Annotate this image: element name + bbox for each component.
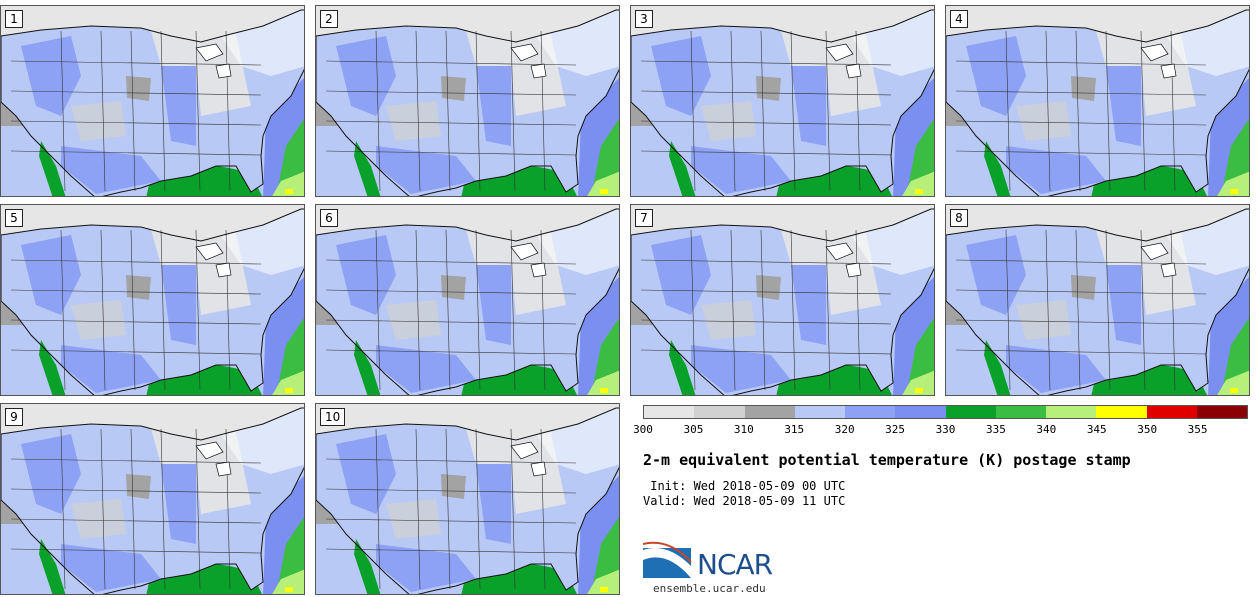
member-panel-1: 1 xyxy=(0,5,305,197)
plot-title: 2-m equivalent potential temperature (K)… xyxy=(643,451,1131,469)
colorbar-tick-label: 315 xyxy=(784,423,805,436)
member-panel-6: 6 xyxy=(315,204,620,396)
member-panel-2: 2 xyxy=(315,5,620,197)
colorbar-tick-label: 325 xyxy=(885,423,906,436)
colorbar-tick-label: 305 xyxy=(683,423,704,436)
member-number-label: 7 xyxy=(635,209,653,227)
member-panel-3: 3 xyxy=(630,5,935,197)
colorbar-segment xyxy=(995,406,1046,418)
colorbar-tick-label: 350 xyxy=(1137,423,1158,436)
colorbar-segment xyxy=(744,406,795,418)
colorbar-tick-label: 320 xyxy=(834,423,855,436)
colorbar-tick-label: 355 xyxy=(1187,423,1208,436)
colorbar-tick-labels: 300 305 310 315 320 325 330 335 340 345 350 355 xyxy=(633,423,1248,439)
colorbar-segment xyxy=(845,406,896,418)
colorbar-segment xyxy=(895,406,946,418)
member-panel-5: 5 xyxy=(0,204,305,396)
member-number-label: 1 xyxy=(5,10,23,28)
colorbar xyxy=(643,405,1248,419)
member-number-label: 10 xyxy=(320,408,346,426)
member-number-label: 2 xyxy=(320,10,338,28)
init-time: Init: Wed 2018-05-09 00 UTC xyxy=(643,479,846,493)
ncar-logo-icon xyxy=(643,541,692,578)
colorbar-tick-label: 345 xyxy=(1086,423,1107,436)
member-panel-4: 4 xyxy=(945,5,1250,197)
member-panel-8: 8 xyxy=(945,204,1250,396)
colorbar-tick-label: 340 xyxy=(1036,423,1057,436)
colorbar-segment xyxy=(644,406,695,418)
colorbar-tick-label: 300 xyxy=(633,423,653,436)
colorbar-segment xyxy=(1196,406,1247,418)
colorbar-segment xyxy=(1146,406,1197,418)
valid-time: Valid: Wed 2018-05-09 11 UTC xyxy=(643,494,846,508)
member-number-label: 6 xyxy=(320,209,338,227)
colorbar-segment xyxy=(1046,406,1097,418)
member-panel-10: 10 xyxy=(315,403,620,595)
member-panel-7: 7 xyxy=(630,204,935,396)
colorbar-segment xyxy=(945,406,996,418)
member-number-label: 5 xyxy=(5,209,23,227)
colorbar-segment xyxy=(1096,406,1147,418)
member-number-label: 3 xyxy=(635,10,653,28)
colorbar-tick-label: 330 xyxy=(935,423,956,436)
colorbar-tick-label: 335 xyxy=(985,423,1006,436)
colorbar-tick-label: 310 xyxy=(733,423,754,436)
logo-url: ensemble.ucar.edu xyxy=(653,582,766,595)
member-panel-9: 9 xyxy=(0,403,305,595)
member-number-label: 9 xyxy=(5,408,23,426)
logo-text: NCAR xyxy=(697,548,773,581)
member-number-label: 8 xyxy=(950,209,968,227)
colorbar-segment xyxy=(794,406,845,418)
colorbar-segment xyxy=(694,406,745,418)
member-number-label: 4 xyxy=(950,10,968,28)
